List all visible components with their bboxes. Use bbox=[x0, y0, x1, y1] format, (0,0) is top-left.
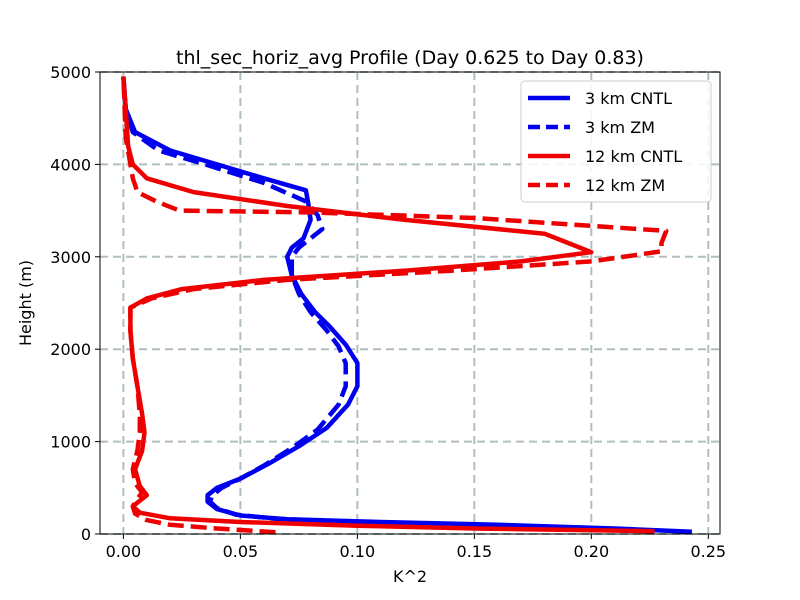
chart-title: thl_sec_horiz_avg Profile (Day 0.625 to … bbox=[176, 47, 644, 69]
x-tick-label: 0.25 bbox=[690, 542, 726, 561]
x-tick-label: 0.15 bbox=[457, 542, 493, 561]
x-tick-label: 0.10 bbox=[340, 542, 376, 561]
x-axis: 0.00 0.05 0.10 0.15 0.20 0.25 bbox=[106, 534, 726, 561]
x-tick-label: 0.05 bbox=[223, 542, 259, 561]
legend-label-1: 3 km CNTL bbox=[585, 89, 672, 108]
y-tick-label: 0 bbox=[81, 525, 91, 544]
y-tick-label: 4000 bbox=[50, 155, 91, 174]
x-tick-label: 0.20 bbox=[574, 542, 610, 561]
x-axis-label: K^2 bbox=[393, 567, 427, 586]
series-line-2 bbox=[121, 76, 655, 534]
series-line-4 bbox=[121, 76, 669, 535]
y-tick-label: 3000 bbox=[50, 248, 91, 267]
legend-label-3: 12 km CNTL bbox=[585, 147, 682, 166]
x-tick-label: 0.00 bbox=[106, 542, 142, 561]
series-layer bbox=[121, 76, 692, 535]
legend-label-4: 12 km ZM bbox=[585, 176, 665, 195]
y-axis: 0 1000 2000 3000 4000 5000 bbox=[50, 63, 100, 544]
y-tick-label: 1000 bbox=[50, 433, 91, 452]
legend-label-2: 3 km ZM bbox=[585, 118, 655, 137]
y-axis-label: Height (m) bbox=[16, 260, 35, 346]
grid bbox=[100, 71, 720, 535]
y-tick-label: 2000 bbox=[50, 340, 91, 359]
legend: 3 km CNTL 3 km ZM 12 km CNTL 12 km ZM bbox=[520, 80, 712, 203]
legend-box bbox=[520, 80, 712, 203]
plot-frame bbox=[99, 71, 721, 535]
y-tick-label: 5000 bbox=[50, 63, 91, 82]
series-line-3 bbox=[121, 76, 655, 534]
